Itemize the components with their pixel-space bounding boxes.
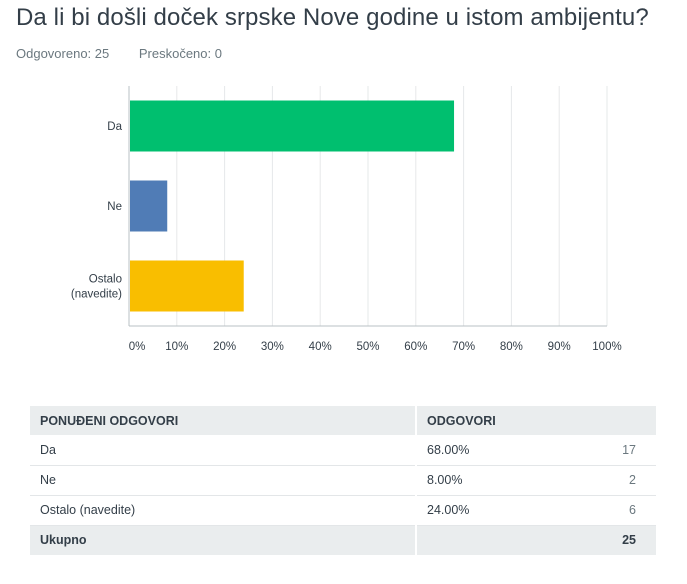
row-percent: 68.00% xyxy=(415,435,558,466)
bar-da xyxy=(130,100,455,152)
response-stats: Odgovoreno: 25 Preskočeno: 0 xyxy=(16,46,248,61)
row-count: 6 xyxy=(557,495,656,526)
header-option: PONUĐENI ODGOVORI xyxy=(30,406,416,435)
category-label: Ostalo (navedite) xyxy=(71,274,122,301)
x-tick-label: 80% xyxy=(500,341,523,353)
total-spacer xyxy=(415,525,558,555)
category-label: Ne xyxy=(107,201,122,213)
total-count: 25 xyxy=(557,525,656,555)
bar-ostalo-navedite xyxy=(130,260,244,312)
header-responses: ODGOVORI xyxy=(415,406,656,435)
x-tick-label: 90% xyxy=(548,341,571,353)
bar-chart: 0% 10% 20% 30% 40% 50% 60% 70% 80% 90% 100% Da Ne Ost… xyxy=(71,86,622,353)
x-tick-label: 30% xyxy=(261,341,284,353)
bar-ne xyxy=(130,180,168,232)
x-tick-label: 100% xyxy=(592,341,621,353)
row-percent: 24.00% xyxy=(415,495,558,526)
row-label: Da xyxy=(30,435,416,466)
table-header-row: PONUĐENI ODGOVORI ODGOVORI xyxy=(30,406,656,435)
row-label: Ostalo (navedite) xyxy=(30,495,416,526)
table-row: Da 68.00% 17 xyxy=(30,435,656,466)
x-tick-label: 40% xyxy=(309,341,332,353)
skipped-count: Preskočeno: 0 xyxy=(138,46,222,61)
answers-table: PONUĐENI ODGOVORI ODGOVORI Da 68.00% 17 … xyxy=(30,406,656,555)
table-total-row: Ukupno 25 xyxy=(30,525,656,555)
x-tick-label: 60% xyxy=(404,341,427,353)
table-row: Ne 8.00% 2 xyxy=(30,465,656,496)
x-tick-label: 20% xyxy=(213,341,236,353)
total-label: Ukupno xyxy=(30,525,416,555)
x-tick-label: 50% xyxy=(356,341,379,353)
row-count: 2 xyxy=(557,465,656,496)
question-title: Da li bi došli doček srpske Nove godine … xyxy=(16,4,649,31)
x-tick-label: 10% xyxy=(165,341,188,353)
table-row: Ostalo (navedite) 24.00% 6 xyxy=(30,495,656,526)
x-tick-label: 0% xyxy=(129,341,146,353)
row-label: Ne xyxy=(30,465,416,496)
row-count: 17 xyxy=(557,435,656,466)
row-percent: 8.00% xyxy=(415,465,558,496)
category-label: Da xyxy=(107,121,122,133)
x-tick-label: 70% xyxy=(452,341,475,353)
answered-count: Odgovoreno: 25 xyxy=(16,46,110,61)
